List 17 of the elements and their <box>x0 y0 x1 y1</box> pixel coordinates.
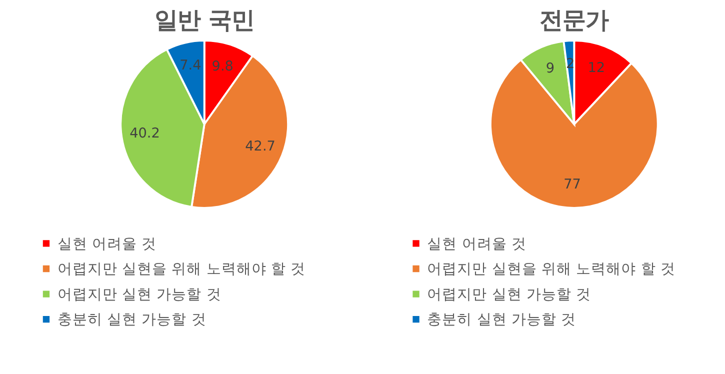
legend-label: 충분히 실현 가능할 것 <box>427 311 576 328</box>
legend-label: 어렵지만 실현 가능할 것 <box>427 286 592 303</box>
legend-label: 실현 어려울 것 <box>57 235 157 252</box>
chart-title: 전문가 <box>540 6 609 34</box>
data-label: 77 <box>564 176 581 192</box>
legend-label: 어렵지만 실현을 위해 노력해야 할 것 <box>57 260 306 278</box>
data-label: 7.4 <box>180 57 202 74</box>
data-label: 42.7 <box>245 138 276 155</box>
data-label: 40.2 <box>130 125 160 142</box>
data-label: 9 <box>546 60 555 77</box>
data-label: 9.8 <box>212 58 234 75</box>
legend-label: 충분히 실현 가능할 것 <box>57 311 206 328</box>
legend-label: 어렵지만 실현 가능할 것 <box>57 286 222 303</box>
legend-label: 어렵지만 실현을 위해 노력해야 할 것 <box>427 260 676 278</box>
data-label: 12 <box>588 60 606 76</box>
chart-title: 일반 국민 <box>154 6 254 34</box>
legend-label: 실현 어려울 것 <box>427 235 526 252</box>
